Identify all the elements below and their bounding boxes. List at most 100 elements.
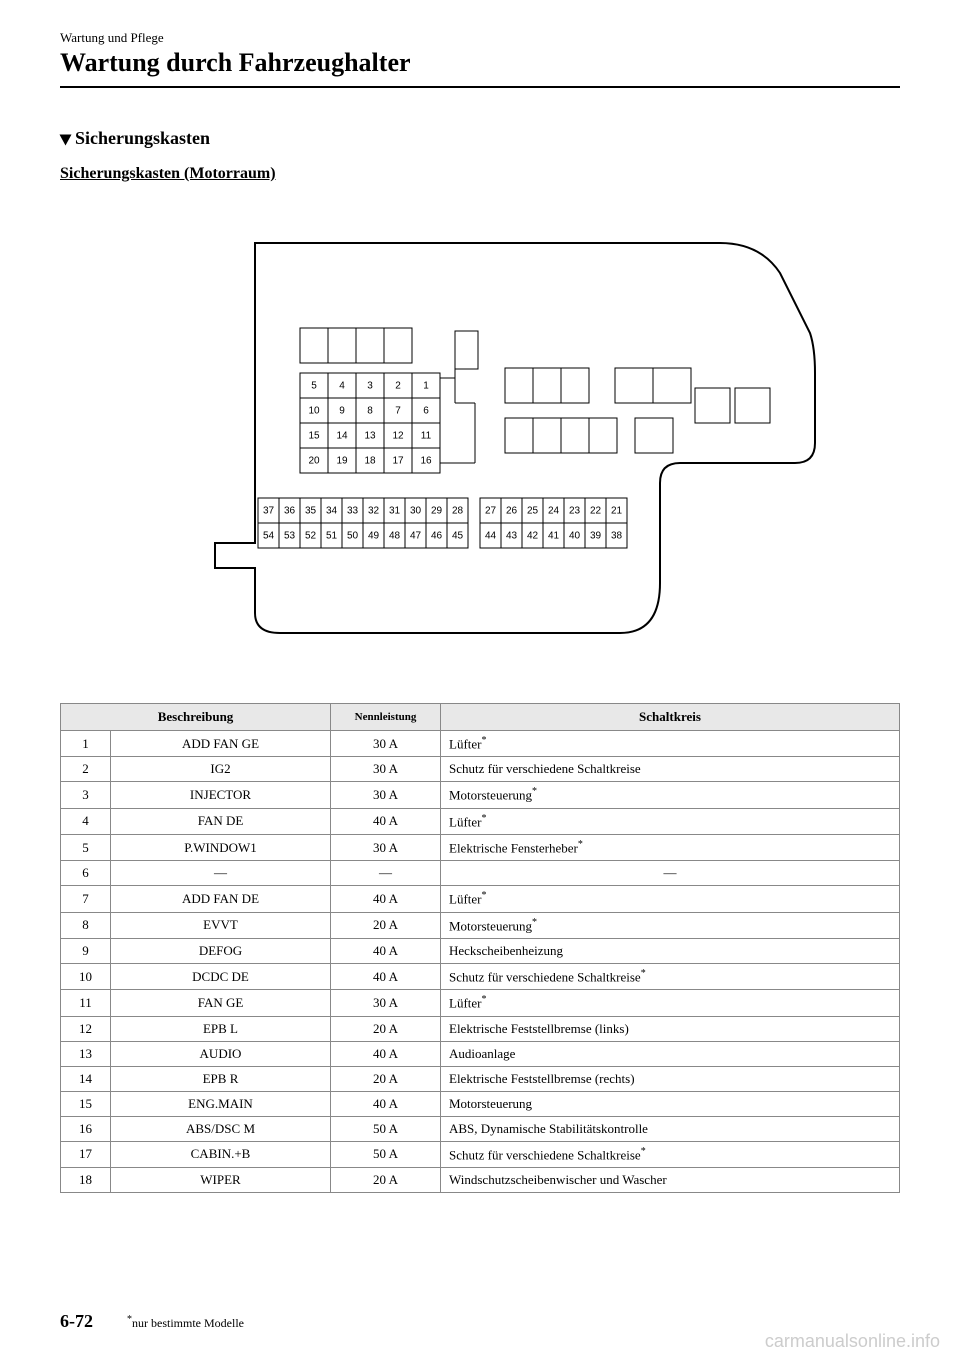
star-icon: * (641, 1146, 646, 1157)
cell-rating: 50 A (331, 1141, 441, 1167)
cell-rating: 50 A (331, 1116, 441, 1141)
cell-desc: INJECTOR (111, 782, 331, 808)
cell-rating: 40 A (331, 808, 441, 834)
svg-text:5: 5 (311, 381, 317, 392)
page-footer: 6-72 *nur bestimmte Modelle (60, 1311, 900, 1332)
cell-num: 1 (61, 731, 111, 757)
cell-num: 2 (61, 757, 111, 782)
star-icon: * (481, 813, 486, 824)
svg-text:11: 11 (421, 431, 432, 442)
table-row: 3INJECTOR30 AMotorsteuerung* (61, 782, 900, 808)
cell-num: 10 (61, 963, 111, 989)
cell-num: 4 (61, 808, 111, 834)
cell-desc: P.WINDOW1 (111, 834, 331, 860)
section-title: Sicherungskasten (60, 128, 900, 149)
svg-text:15: 15 (308, 431, 320, 442)
cell-desc: DCDC DE (111, 963, 331, 989)
cell-circuit: ― (441, 861, 900, 886)
svg-text:19: 19 (336, 456, 348, 467)
table-row: 2IG230 ASchutz für verschiedene Schaltkr… (61, 757, 900, 782)
cell-rating: 20 A (331, 912, 441, 938)
cell-circuit: Lüfter* (441, 990, 900, 1016)
svg-text:52: 52 (305, 531, 317, 542)
svg-text:40: 40 (569, 531, 581, 542)
star-icon: * (481, 890, 486, 901)
svg-text:51: 51 (326, 531, 338, 542)
cell-desc: EPB R (111, 1066, 331, 1091)
cell-rating: 30 A (331, 782, 441, 808)
svg-text:34: 34 (326, 506, 338, 517)
svg-text:27: 27 (485, 506, 497, 517)
table-row: 15ENG.MAIN40 AMotorsteuerung (61, 1091, 900, 1116)
svg-text:45: 45 (452, 531, 464, 542)
cell-circuit: Audioanlage (441, 1041, 900, 1066)
table-row: 17CABIN.+B50 ASchutz für verschiedene Sc… (61, 1141, 900, 1167)
cell-circuit: Motorsteuerung* (441, 782, 900, 808)
cell-num: 9 (61, 938, 111, 963)
svg-text:30: 30 (410, 506, 422, 517)
cell-rating: 30 A (331, 834, 441, 860)
svg-text:9: 9 (339, 406, 345, 417)
svg-text:17: 17 (392, 456, 404, 467)
table-row: 4FAN DE40 ALüfter* (61, 808, 900, 834)
svg-text:54: 54 (263, 531, 275, 542)
cell-num: 13 (61, 1041, 111, 1066)
cell-circuit: Schutz für verschiedene Schaltkreise (441, 757, 900, 782)
footnote-text: nur bestimmte Modelle (132, 1316, 244, 1330)
svg-text:36: 36 (284, 506, 296, 517)
svg-text:28: 28 (452, 506, 464, 517)
cell-rating: 20 A (331, 1167, 441, 1192)
svg-text:24: 24 (548, 506, 560, 517)
svg-text:22: 22 (590, 506, 602, 517)
cell-desc: ENG.MAIN (111, 1091, 331, 1116)
cell-rating: 40 A (331, 963, 441, 989)
svg-text:21: 21 (611, 506, 623, 517)
table-row: 6――― (61, 861, 900, 886)
table-row: 10DCDC DE40 ASchutz für verschiedene Sch… (61, 963, 900, 989)
svg-text:16: 16 (420, 456, 432, 467)
cell-rating: ― (331, 861, 441, 886)
cell-circuit: Elektrische Feststellbremse (rechts) (441, 1066, 900, 1091)
th-schaltkreis: Schaltkreis (441, 704, 900, 731)
svg-text:42: 42 (527, 531, 539, 542)
cell-num: 14 (61, 1066, 111, 1091)
cell-num: 8 (61, 912, 111, 938)
star-icon: * (641, 968, 646, 979)
svg-text:31: 31 (389, 506, 401, 517)
cell-circuit: Lüfter* (441, 886, 900, 912)
cell-num: 17 (61, 1141, 111, 1167)
cell-num: 3 (61, 782, 111, 808)
page-number: 6-72 (60, 1311, 93, 1332)
table-row: 1ADD FAN GE30 ALüfter* (61, 731, 900, 757)
fuse-table: Beschreibung Nennleistung Schaltkreis 1A… (60, 703, 900, 1193)
svg-text:49: 49 (368, 531, 380, 542)
cell-desc: ADD FAN GE (111, 731, 331, 757)
cell-num: 16 (61, 1116, 111, 1141)
svg-text:41: 41 (548, 531, 560, 542)
cell-desc: FAN DE (111, 808, 331, 834)
cell-rating: 40 A (331, 1091, 441, 1116)
cell-desc: FAN GE (111, 990, 331, 1016)
svg-text:20: 20 (308, 456, 320, 467)
cell-rating: 20 A (331, 1016, 441, 1041)
table-row: 11FAN GE30 ALüfter* (61, 990, 900, 1016)
star-icon: * (578, 839, 583, 850)
cell-rating: 40 A (331, 938, 441, 963)
th-nennleistung: Nennleistung (331, 704, 441, 731)
cell-num: 5 (61, 834, 111, 860)
cell-rating: 20 A (331, 1066, 441, 1091)
cell-rating: 30 A (331, 757, 441, 782)
svg-text:50: 50 (347, 531, 359, 542)
cell-circuit: Schutz für verschiedene Schaltkreise* (441, 1141, 900, 1167)
section-title-text: Sicherungskasten (75, 128, 210, 148)
cell-desc: IG2 (111, 757, 331, 782)
table-row: 16ABS/DSC M50 AABS, Dynamische Stabilitä… (61, 1116, 900, 1141)
cell-circuit: Elektrische Fensterheber* (441, 834, 900, 860)
subsection-title: Sicherungskasten (Motorraum) (60, 165, 900, 183)
table-row: 14EPB R20 AElektrische Feststellbremse (… (61, 1066, 900, 1091)
cell-circuit: Heckscheibenheizung (441, 938, 900, 963)
cell-rating: 30 A (331, 990, 441, 1016)
svg-text:39: 39 (590, 531, 602, 542)
table-row: 18WIPER20 AWindschutzscheibenwischer und… (61, 1167, 900, 1192)
cell-num: 6 (61, 861, 111, 886)
